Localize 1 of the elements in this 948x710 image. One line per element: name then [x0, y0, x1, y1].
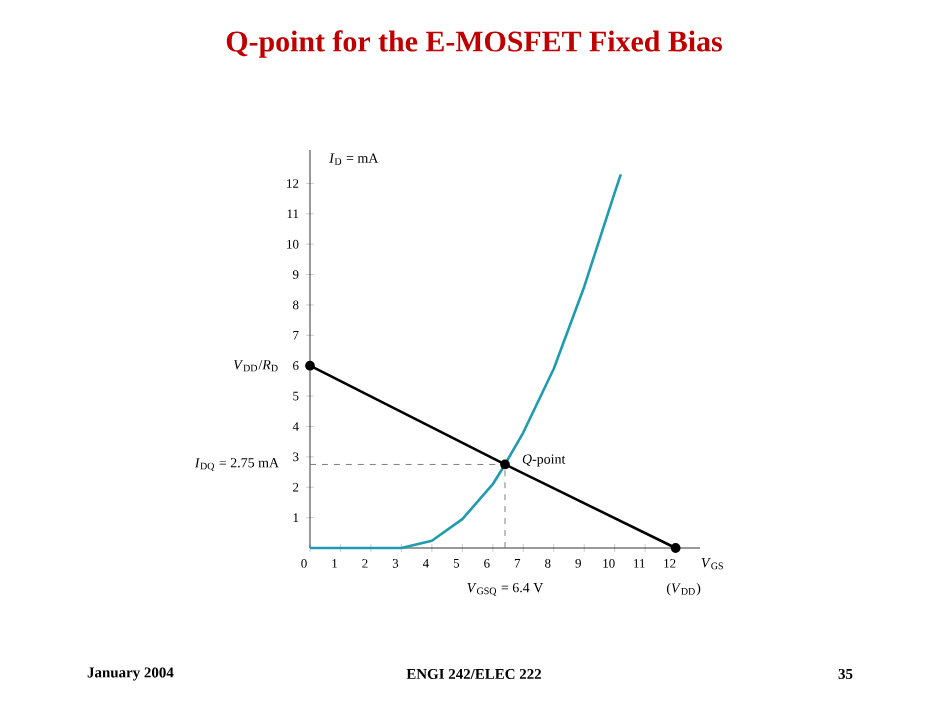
chart-title: Q-point for the E-MOSFET Fixed Bias	[226, 30, 722, 58]
